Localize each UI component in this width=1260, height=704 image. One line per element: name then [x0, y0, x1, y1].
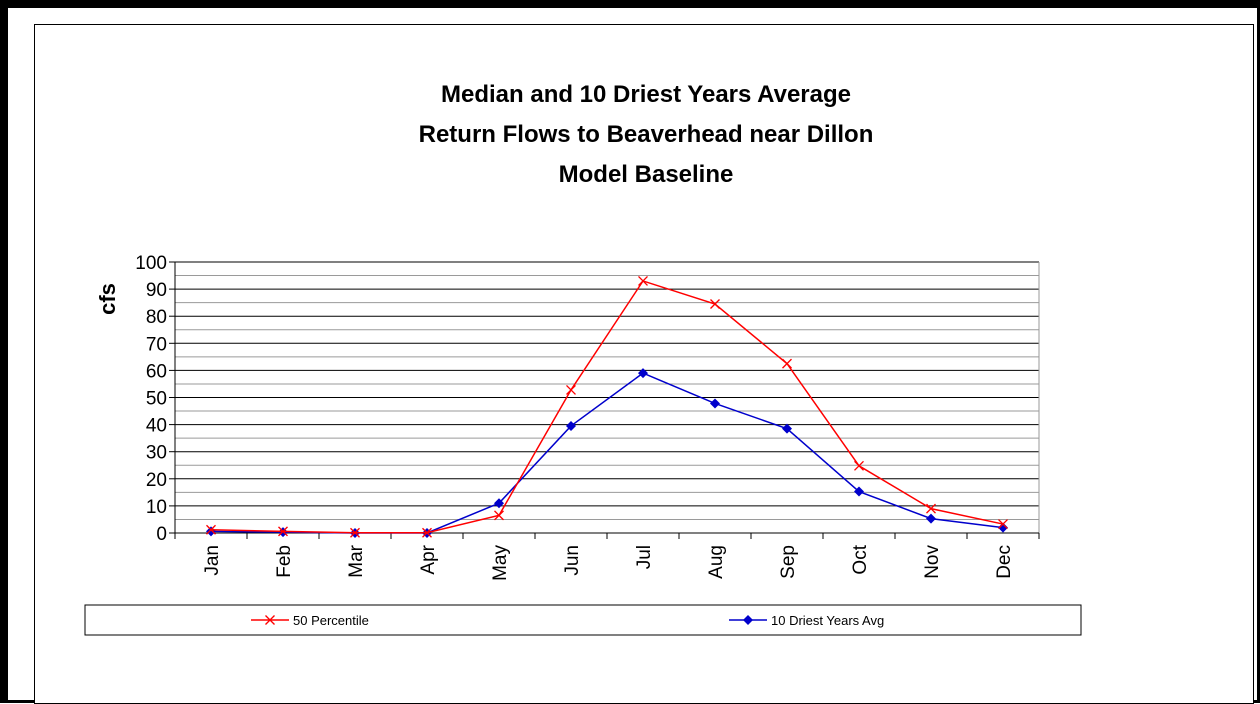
data-point — [926, 513, 936, 524]
chart-title-line-1: Median and 10 Driest Years Average — [441, 81, 851, 108]
data-point — [350, 527, 360, 538]
marker-stroke — [422, 527, 432, 538]
y-tick-label: 20 — [146, 470, 167, 491]
marker-stroke — [710, 299, 720, 309]
data-point — [638, 368, 648, 379]
y-tick-label: 60 — [146, 361, 167, 382]
marker-stroke — [854, 460, 864, 471]
marker-stroke — [782, 358, 792, 369]
y-tick-label: 10 — [146, 497, 167, 518]
data-point — [710, 398, 720, 409]
data-point — [998, 519, 1008, 530]
legend-label: 50 Percentile — [293, 613, 369, 628]
data-point — [926, 503, 936, 514]
data-point — [854, 460, 864, 471]
data-point — [494, 510, 504, 521]
data-point — [206, 524, 216, 535]
y-tick-label: 100 — [135, 253, 167, 274]
chart-title: Median and 10 Driest Years Average Retur… — [419, 81, 874, 188]
legend-label: 10 Driest Years Avg — [771, 613, 884, 628]
marker-stroke — [926, 503, 936, 514]
marker-stroke — [265, 615, 275, 625]
chart-svg: Median and 10 Driest Years Average Retur… — [84, 81, 1082, 636]
chart-title-line-3: Model Baseline — [559, 161, 734, 188]
x-tick-label: Aug — [706, 545, 727, 579]
x-tick-label: Apr — [418, 544, 439, 574]
data-point — [782, 423, 792, 434]
data-point — [494, 498, 504, 509]
y-tick-label: 50 — [146, 389, 167, 410]
data-point — [278, 526, 288, 537]
data-point — [566, 420, 576, 431]
data-point — [782, 358, 792, 369]
legend-marker — [743, 615, 753, 625]
series-line — [210, 280, 1004, 534]
data-point — [422, 527, 432, 538]
marker-stroke — [638, 276, 648, 286]
legend-item: 10 Driest Years Avg — [729, 613, 884, 628]
chart-area: Median and 10 Driest Years Average Retur… — [34, 24, 1254, 704]
marker-stroke — [566, 384, 576, 395]
series-50-percentile — [206, 276, 1008, 538]
x-tick-label: Jul — [634, 545, 655, 569]
marker-stroke — [278, 526, 288, 537]
legend-marker — [265, 615, 275, 625]
marker-stroke — [998, 519, 1008, 530]
marker-stroke — [494, 510, 504, 521]
x-tick-labels: Jan Feb Mar Apr May Jun Jul Aug Sep Oct Nov Dec — [202, 544, 1015, 581]
legend-box — [84, 604, 1082, 636]
y-tick-label: 30 — [146, 443, 167, 464]
data-point — [638, 276, 648, 286]
x-tick-label: Dec — [994, 545, 1015, 579]
x-tick-label: Jun — [562, 545, 583, 576]
y-axis-label: cfs — [95, 283, 120, 315]
data-point — [566, 384, 576, 395]
y-tick-label: 90 — [146, 280, 167, 301]
data-point — [998, 522, 1008, 533]
x-tick-label: Jan — [202, 545, 223, 576]
data-point — [710, 299, 720, 309]
x-tick-label: Sep — [778, 545, 799, 579]
x-tick-label: Feb — [274, 545, 295, 578]
data-point — [854, 486, 864, 497]
y-tick-label: 0 — [156, 524, 167, 545]
y-tick-label: 70 — [146, 334, 167, 355]
legend: 50 Percentile 10 Driest Years Avg — [84, 604, 1082, 636]
x-tick-label: Mar — [346, 544, 367, 577]
y-tick-label: 40 — [146, 416, 167, 437]
y-tick-labels: 0 10 20 30 40 50 60 70 80 90 100 — [135, 253, 167, 545]
marker-stroke — [350, 527, 360, 538]
x-tick-label: May — [490, 545, 511, 581]
chart-title-line-2: Return Flows to Beaverhead near Dillon — [419, 121, 874, 148]
grid-lines — [175, 261, 1040, 533]
marker-stroke — [206, 524, 216, 535]
x-tick-label: Nov — [922, 545, 943, 579]
series — [206, 276, 1008, 538]
y-tick-label: 80 — [146, 307, 167, 328]
x-tick-label: Oct — [850, 544, 871, 574]
legend-item: 50 Percentile — [251, 613, 369, 628]
data-point — [206, 526, 216, 537]
